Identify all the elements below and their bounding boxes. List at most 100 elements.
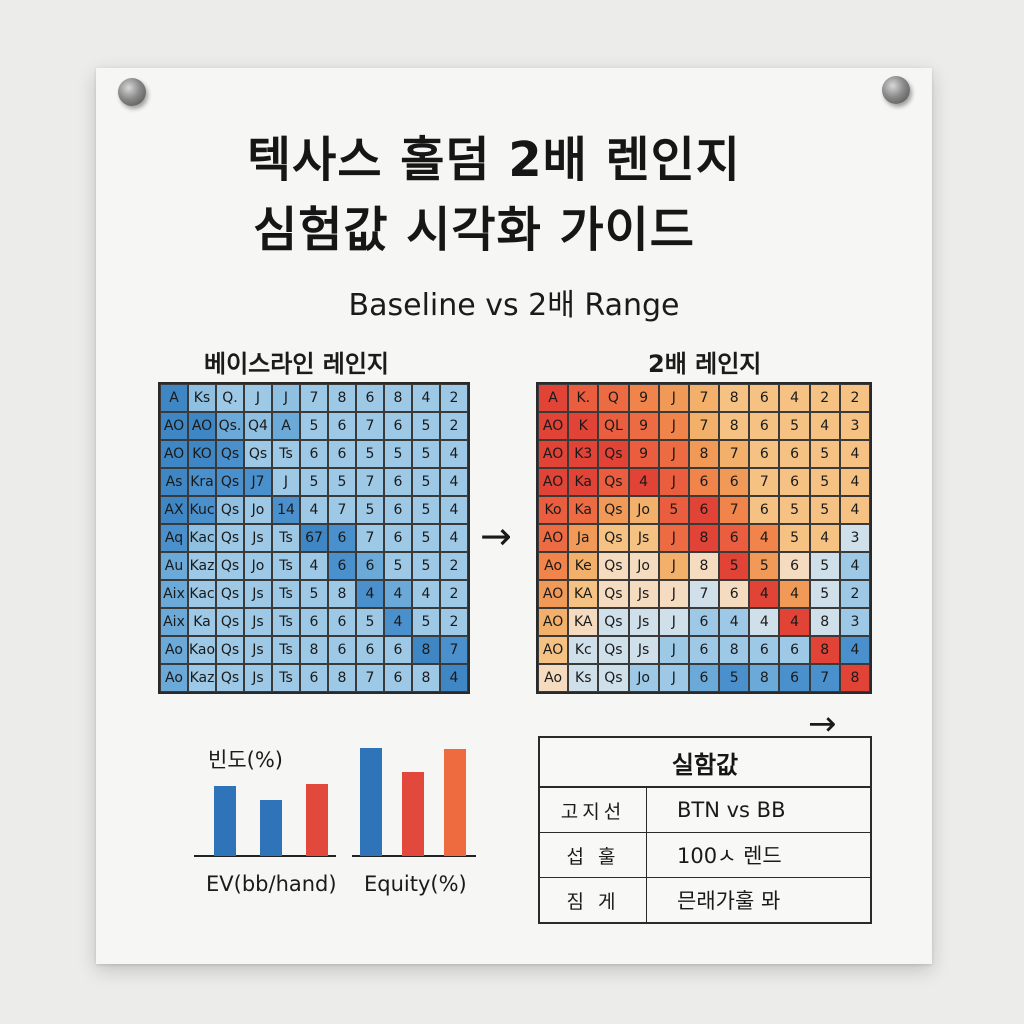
table-key: 섭 훌 [540, 833, 647, 877]
range-cell: 67 [300, 524, 328, 552]
range-cell: 6 [300, 440, 328, 468]
range-cell: Ka [188, 608, 216, 636]
range-cell: AO [538, 608, 569, 636]
range-cell: AO [538, 636, 569, 664]
range-cell: Ts [272, 440, 300, 468]
range-cell: Ka [568, 496, 599, 524]
info-table: 실함값 고지선 BTN vs BB 섭 훌 100ㅅ 렌드 짐 게 믄래가훌 뫄 [538, 736, 872, 924]
range-cell: 6 [300, 664, 328, 692]
range-cell: 6 [688, 664, 720, 692]
range-cell: J [272, 384, 300, 412]
range-cell: Qs [598, 664, 629, 692]
range-cell: 4 [384, 580, 412, 608]
range-cell: 7 [688, 384, 720, 412]
range-cell: 8 [412, 664, 440, 692]
range-cell: 6 [384, 496, 412, 524]
range-cell: 6 [779, 664, 810, 692]
range-cell: Js [628, 524, 659, 552]
range-cell: 4 [300, 496, 328, 524]
range-cell: 6 [328, 636, 356, 664]
poster-subtitle: Baseline vs 2배 Range [348, 288, 680, 323]
range-cell: AO [538, 468, 569, 496]
range-cell: KA [568, 608, 599, 636]
range-cell: Qs [598, 636, 629, 664]
range-cell: 6 [749, 496, 780, 524]
range-cell: A [160, 384, 188, 412]
table-value: 100ㅅ 렌드 [677, 844, 782, 868]
range-cell: Qs [598, 608, 629, 636]
range-cell: 8 [412, 636, 440, 664]
range-cell: 4 [749, 524, 780, 552]
range-cell: 6 [749, 440, 780, 468]
range-cell: 4 [839, 496, 870, 524]
range-cell: Ts [272, 524, 300, 552]
range-cell: 6 [688, 636, 720, 664]
range-cell: AO [538, 580, 569, 608]
range-cell: 5 [356, 496, 384, 524]
range-cell: Qs [216, 580, 244, 608]
range-cell: 5 [779, 412, 810, 440]
range-cell: 7 [356, 664, 384, 692]
range-cell: 4 [384, 608, 412, 636]
range-cell: 7 [719, 440, 750, 468]
range-cell: Kaz [188, 552, 216, 580]
range-cell: Q. [216, 384, 244, 412]
range-cell: 5 [300, 412, 328, 440]
range-cell: 6 [719, 580, 750, 608]
range-cell: 8 [688, 440, 720, 468]
range-cell: 6 [356, 384, 384, 412]
range-cell: Qs [216, 440, 244, 468]
range-cell: 6 [300, 608, 328, 636]
range-cell: Ts [272, 580, 300, 608]
table-row: 고지선 BTN vs BB [540, 788, 870, 833]
pushpin-icon [118, 78, 146, 106]
bar [360, 748, 382, 856]
range-cell: 7 [328, 496, 356, 524]
range-cell: Ts [272, 552, 300, 580]
range-cell: 4 [809, 524, 840, 552]
range-cell: 3 [839, 412, 870, 440]
double-range-grid: A K. Q 9 J 7 8 6 4 2 2 AO K QL 9 J 7 8 6 5 4 3 AO K3 Qs 9 J 8 7 6 6 5 4 A… [536, 382, 872, 694]
range-cell: Jo [244, 552, 272, 580]
range-cell: J [658, 524, 689, 552]
range-cell: Js [628, 608, 659, 636]
range-cell: 5 [384, 440, 412, 468]
range-cell: Qs [598, 468, 629, 496]
range-cell: Qs [598, 440, 629, 468]
bar [214, 786, 236, 856]
range-cell: Js [628, 580, 659, 608]
range-cell: Js [244, 664, 272, 692]
range-cell: 5 [412, 468, 440, 496]
range-cell: 6 [688, 468, 720, 496]
range-cell: Js [244, 608, 272, 636]
range-cell: 2 [839, 580, 870, 608]
range-cell: J [658, 440, 689, 468]
range-cell: 5 [779, 524, 810, 552]
range-cell: Qs [216, 524, 244, 552]
frequency-label: 빈도(%) [208, 748, 283, 772]
range-cell: K. [568, 384, 599, 412]
range-cell: 5 [779, 496, 810, 524]
range-cell: 8 [328, 384, 356, 412]
range-cell: 6 [384, 468, 412, 496]
range-cell: Kao [188, 636, 216, 664]
range-cell: 4 [300, 552, 328, 580]
range-cell: Aix [160, 608, 188, 636]
range-cell: AX [160, 496, 188, 524]
range-cell: AO [538, 412, 569, 440]
range-cell: Js [244, 580, 272, 608]
range-cell: Ts [272, 608, 300, 636]
range-cell: Qs [216, 636, 244, 664]
range-cell: J [658, 384, 689, 412]
range-cell: Jo [628, 496, 659, 524]
range-cell: Qs [216, 496, 244, 524]
range-cell: 6 [328, 440, 356, 468]
range-cell: Qs [216, 468, 244, 496]
bar [402, 772, 424, 856]
range-cell: 4 [749, 580, 780, 608]
range-cell: 9 [628, 440, 659, 468]
range-cell: Qs. [216, 412, 244, 440]
range-cell: 4 [779, 580, 810, 608]
range-cell: 5 [658, 496, 689, 524]
range-cell: 14 [272, 496, 300, 524]
